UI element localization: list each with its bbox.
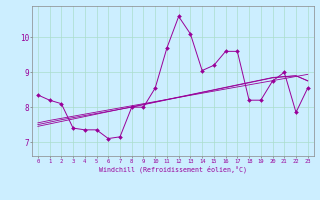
X-axis label: Windchill (Refroidissement éolien,°C): Windchill (Refroidissement éolien,°C) (99, 166, 247, 173)
